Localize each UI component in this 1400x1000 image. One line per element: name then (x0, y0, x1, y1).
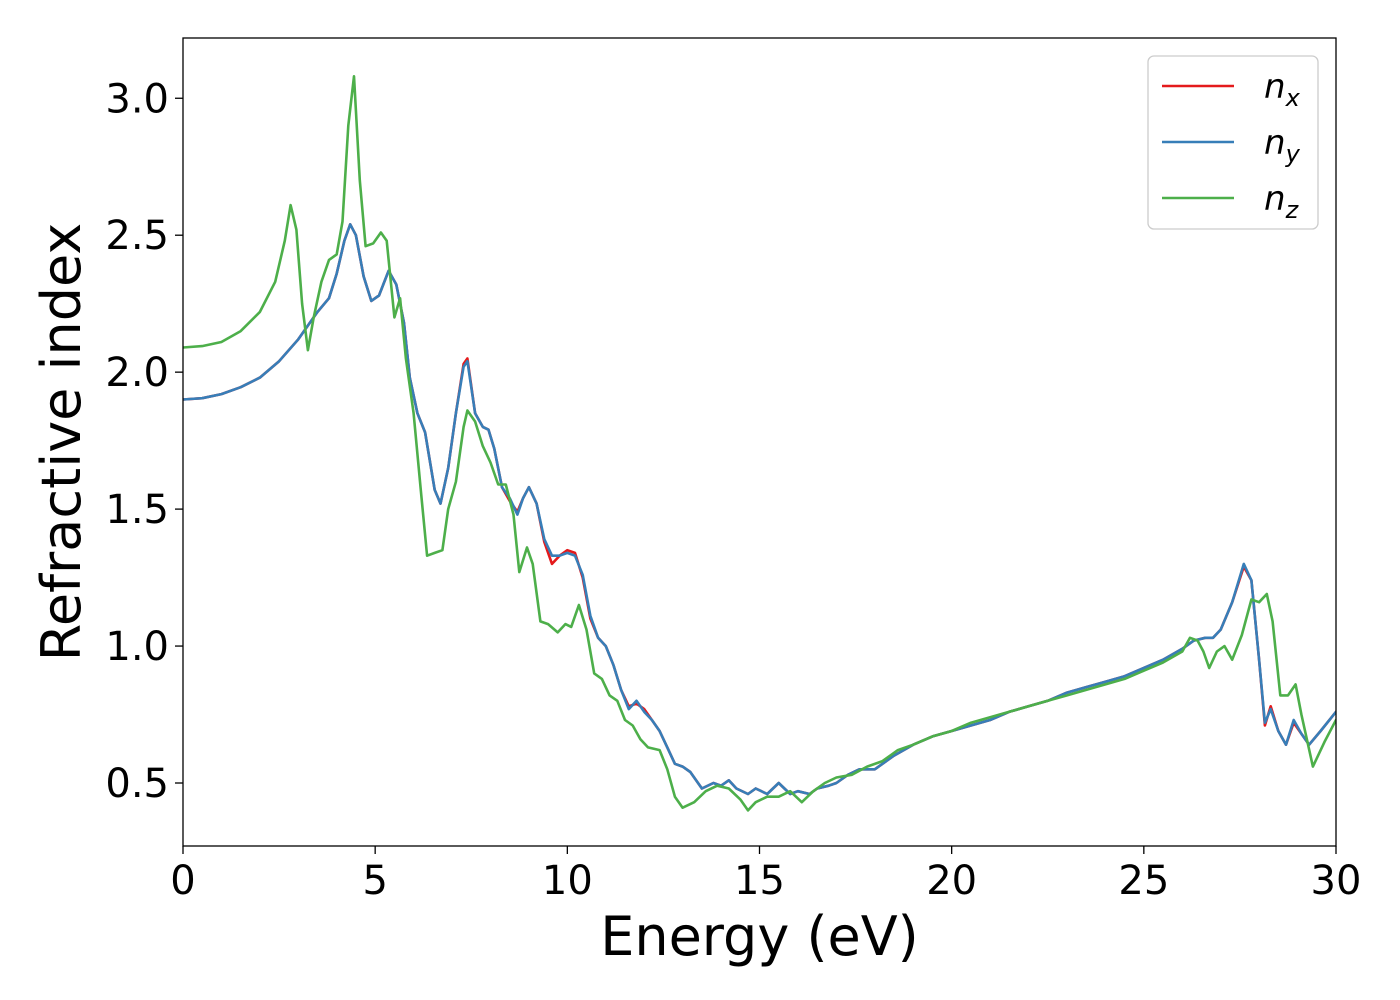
series-line-ny (183, 223, 1336, 796)
y-tick-label: 1.0 (105, 624, 169, 670)
series-line-nz (183, 75, 1336, 812)
series-line-nx (183, 223, 1336, 796)
legend-label-ny: ny (1264, 123, 1301, 168)
y-tick-label: 0.5 (105, 761, 169, 807)
legend-label-nz: nz (1264, 179, 1300, 224)
x-tick-label: 0 (170, 858, 195, 904)
tick-layer: 0 5 10 15 20 25 30 0.5 1.0 1.5 2.0 2.5 3.0 (105, 76, 1361, 904)
x-axis-label: Energy (eV) (600, 905, 919, 968)
y-tick-label: 2.0 (105, 350, 169, 396)
x-tick-label: 20 (926, 858, 977, 904)
series-layer (183, 75, 1336, 812)
legend-label-nx: nx (1264, 67, 1301, 112)
legend: nx ny nz (1147, 55, 1319, 230)
x-tick-label: 15 (734, 858, 785, 904)
y-tick-label: 3.0 (105, 76, 169, 122)
x-tick-label: 25 (1118, 858, 1169, 904)
x-tick-label: 10 (542, 858, 593, 904)
y-tick-label: 1.5 (105, 487, 169, 533)
y-tick-label: 2.5 (105, 213, 169, 259)
y-axis-label: Refractive index (30, 223, 93, 662)
x-tick-label: 5 (362, 858, 387, 904)
x-tick-label: 30 (1311, 858, 1362, 904)
